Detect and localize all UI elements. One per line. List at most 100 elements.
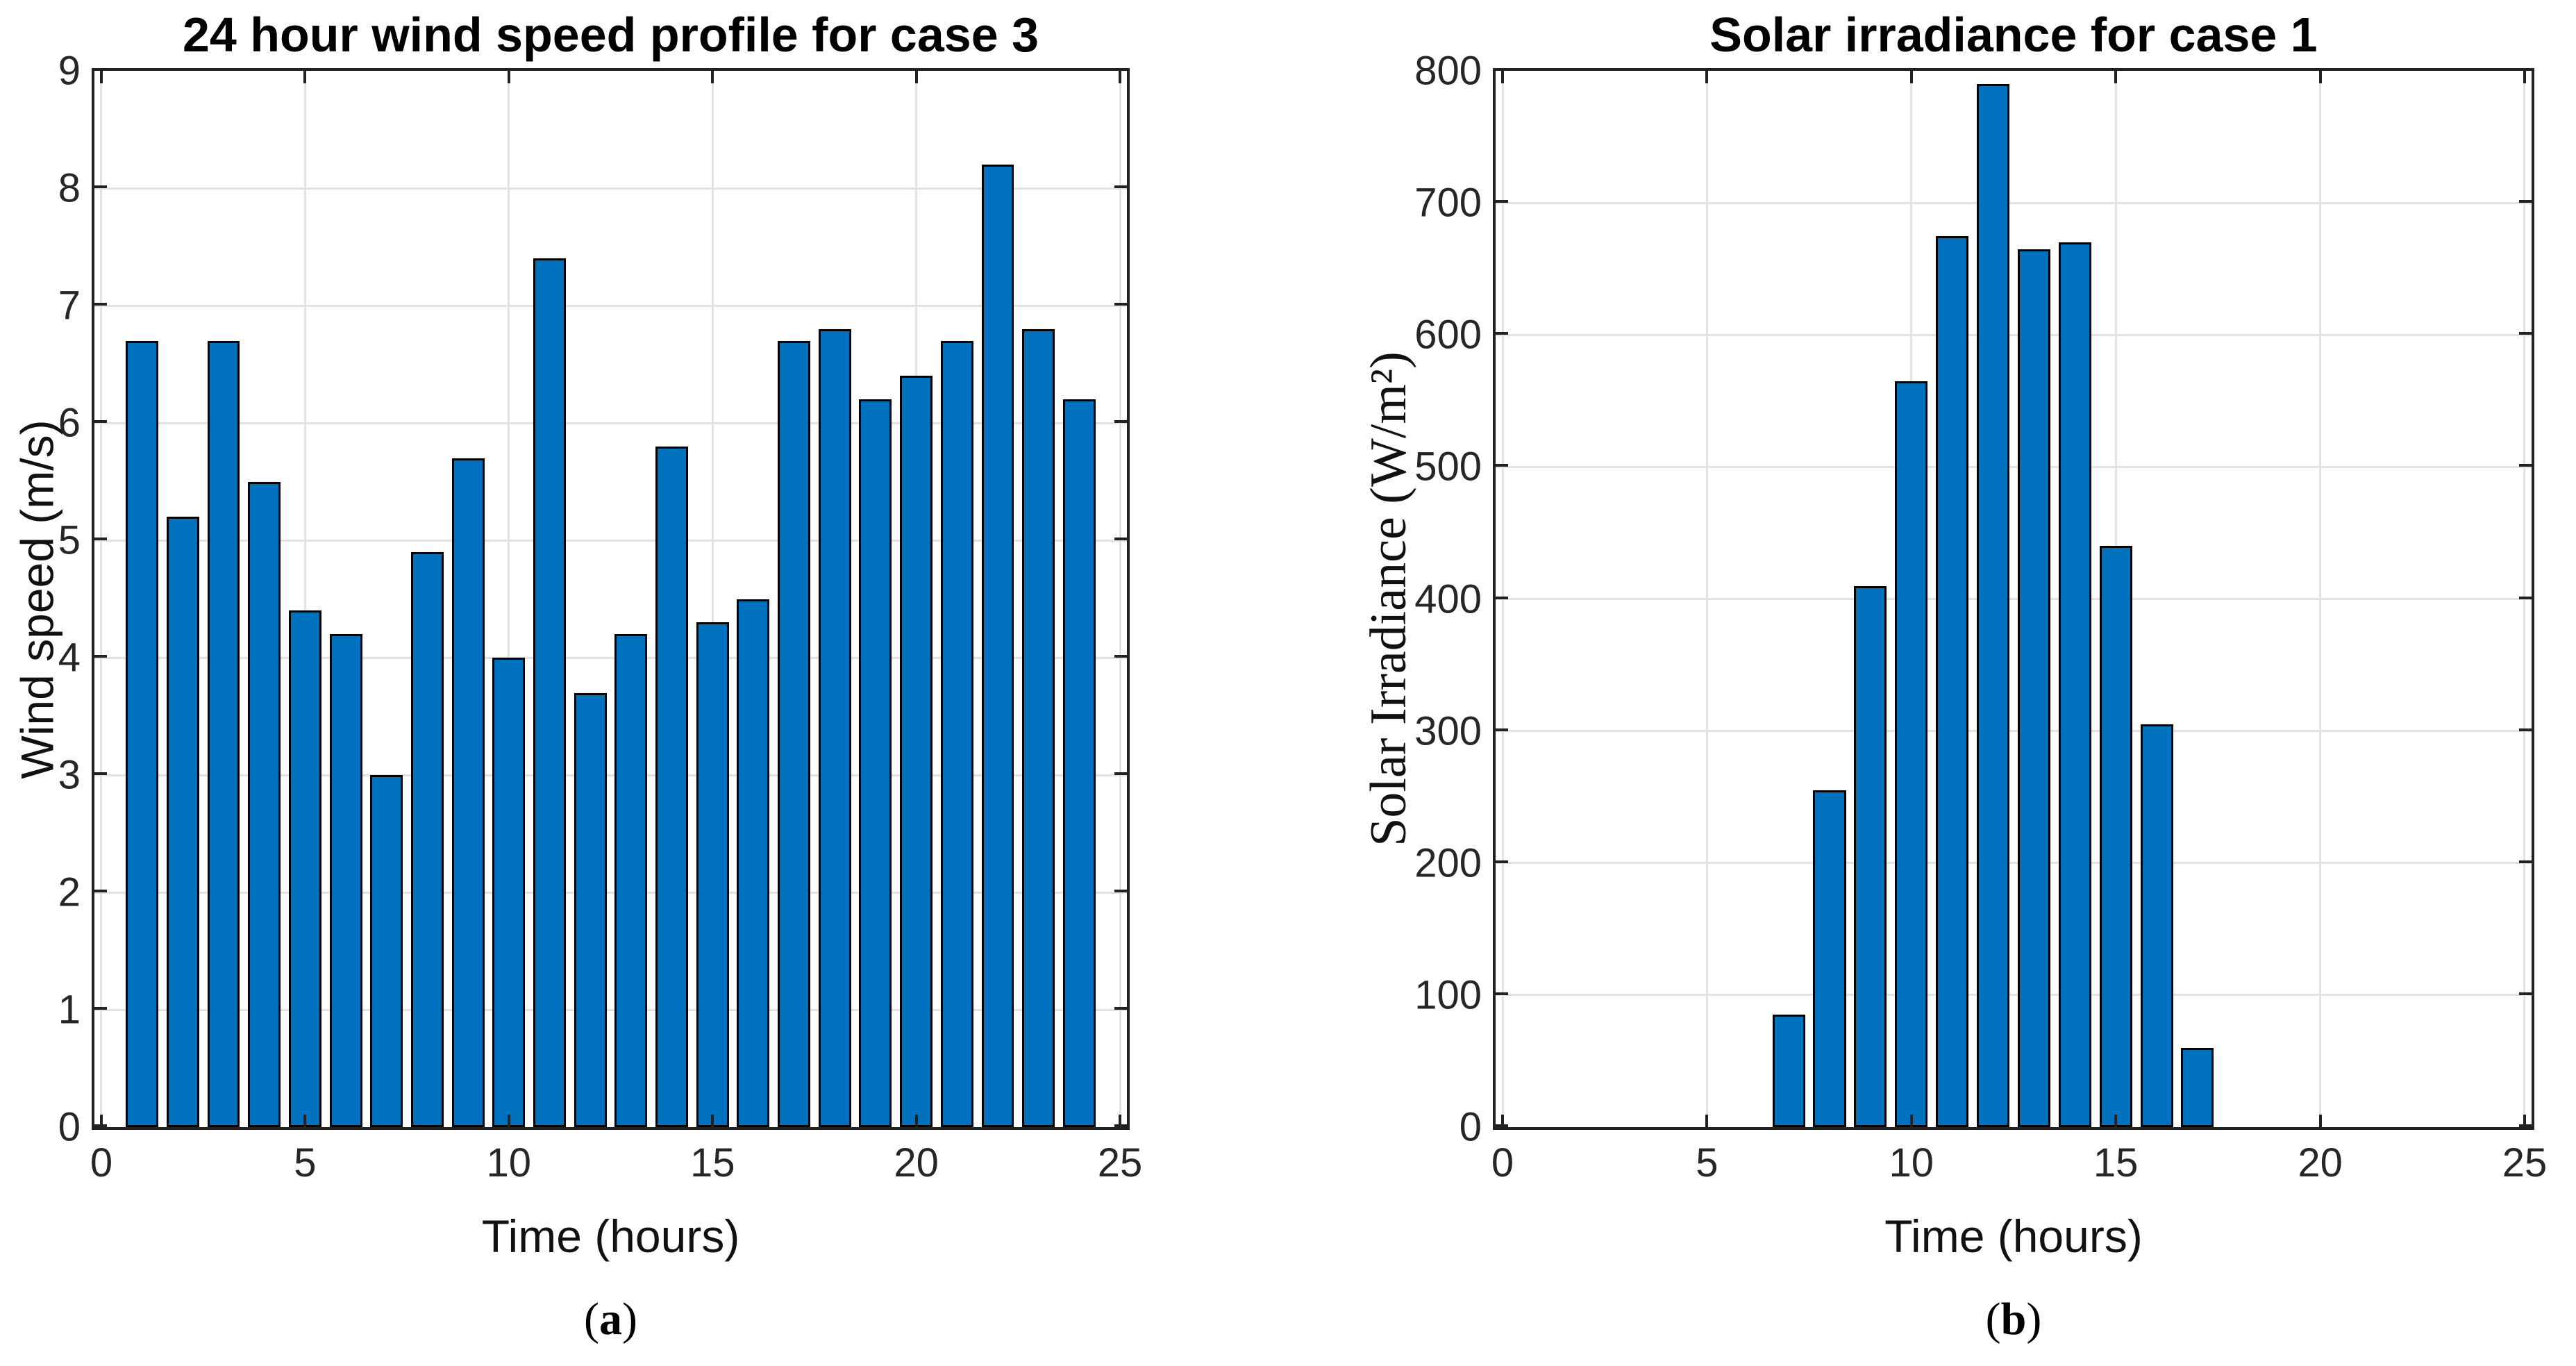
y-tick-mark xyxy=(94,303,107,306)
x-tick-label: 15 xyxy=(689,1140,735,1185)
x-tick-mark xyxy=(2114,1115,2118,1127)
v-gridline xyxy=(711,71,714,1127)
y-tick-mark-right xyxy=(2519,68,2532,71)
x-tick-label: 25 xyxy=(1097,1140,1143,1185)
y-tick-mark xyxy=(94,185,107,188)
h-gridline xyxy=(94,304,1127,307)
x-tick-mark xyxy=(2523,1115,2526,1127)
y-tick-mark-right xyxy=(1114,772,1127,775)
bar xyxy=(288,610,321,1127)
x-tick-label: 25 xyxy=(2502,1140,2548,1185)
x-tick-mark-top xyxy=(2523,71,2526,83)
y-tick-mark xyxy=(1496,1124,1508,1127)
plot-area-solar: 0 5 10 15 20 25 0 100 200 300 400 500 600 700 800 xyxy=(1414,49,2547,1186)
y-tick-mark xyxy=(94,68,107,71)
x-tick-mark-top xyxy=(1501,71,1504,83)
y-tick-label: 5 xyxy=(58,517,81,563)
x-tick-mark-top xyxy=(711,71,714,83)
y-tick-label: 3 xyxy=(58,752,81,798)
bar xyxy=(900,376,933,1127)
bar xyxy=(166,517,199,1127)
h-gridline xyxy=(94,187,1127,190)
chart-title: Solar irradiance for case 1 xyxy=(1709,8,2318,62)
x-tick-label: 15 xyxy=(2093,1140,2139,1185)
bar xyxy=(126,340,159,1127)
y-tick-mark xyxy=(1496,992,1508,995)
x-tick-mark xyxy=(1705,1115,1709,1127)
y-tick-mark-right xyxy=(1114,303,1127,306)
x-tick-mark-top xyxy=(1705,71,1709,83)
caption-letter: b xyxy=(2000,1294,2027,1344)
h-gridline xyxy=(1496,994,2532,997)
h-gridline xyxy=(1496,730,2532,733)
y-axis-label-box: Wind speed (m/s) xyxy=(6,68,69,1130)
subfigure-caption-b: (b) xyxy=(1493,1281,2534,1358)
y-tick-mark xyxy=(94,1007,107,1010)
caption-paren-close: ) xyxy=(622,1294,637,1344)
plot-area-wind: 0 5 10 15 20 25 0 1 2 3 4 5 6 7 8 9 xyxy=(58,49,1143,1186)
x-tick-mark xyxy=(507,1115,510,1127)
bar xyxy=(2058,242,2091,1127)
y-tick-mark xyxy=(1496,596,1508,599)
y-tick-label: 300 xyxy=(1414,708,1482,754)
y-tick-label: 7 xyxy=(58,283,81,328)
bar xyxy=(533,258,566,1127)
bar xyxy=(410,551,444,1127)
wind-speed-chart-panel: 24 hour wind speed profile for case 3 Wi… xyxy=(6,8,1143,1344)
v-gridline xyxy=(100,71,103,1127)
bar xyxy=(1062,399,1096,1127)
y-tick-label: 800 xyxy=(1414,48,1482,94)
x-tick-mark-top xyxy=(2318,71,2322,83)
chart-title: 24 hour wind speed profile for case 3 xyxy=(182,8,1039,62)
bar xyxy=(1936,235,1969,1127)
y-tick-mark-right xyxy=(1114,655,1127,658)
h-gridline xyxy=(1496,465,2532,468)
bar xyxy=(2017,249,2050,1127)
y-tick-mark xyxy=(1496,464,1508,467)
y-tick-mark-right xyxy=(2519,992,2532,995)
v-gridline xyxy=(303,71,306,1127)
v-gridline xyxy=(2319,71,2322,1127)
h-gridline xyxy=(1496,201,2532,204)
v-gridline xyxy=(508,71,510,1127)
bar xyxy=(370,775,403,1127)
bar xyxy=(2099,546,2132,1127)
y-tick-mark-right xyxy=(1114,1007,1127,1010)
bar xyxy=(818,328,851,1127)
x-tick-mark-top xyxy=(507,71,510,83)
x-tick-mark xyxy=(2318,1115,2322,1127)
y-tick-label: 500 xyxy=(1414,444,1482,490)
y-tick-mark-right xyxy=(1114,1124,1127,1127)
y-tick-mark-right xyxy=(1114,420,1127,423)
x-axis-label: Time (hours) xyxy=(481,1210,740,1262)
bar xyxy=(1895,381,1928,1127)
y-tick-mark xyxy=(94,772,107,775)
caption-paren-open: ( xyxy=(584,1294,599,1344)
y-tick-label: 700 xyxy=(1414,180,1482,226)
v-gridline xyxy=(1705,71,1708,1127)
bar xyxy=(696,622,729,1127)
x-tick-mark xyxy=(1119,1115,1122,1127)
solar-irradiance-chart-panel: Solar irradiance for case 1 Solar Irradi… xyxy=(1288,0,2576,1366)
y-tick-mark-right xyxy=(1114,68,1127,71)
h-gridline xyxy=(1496,598,2532,600)
y-axis-label: Solar Irradiance (W/m²) xyxy=(1360,351,1417,847)
y-tick-label: 200 xyxy=(1414,840,1482,886)
x-tick-mark xyxy=(711,1115,714,1127)
x-tick-label: 20 xyxy=(894,1140,939,1185)
h-gridline xyxy=(1496,862,2532,865)
x-tick-mark-top xyxy=(2114,71,2118,83)
x-tick-label: 0 xyxy=(1491,1140,1514,1185)
bar xyxy=(492,658,526,1127)
y-axis-label: Wind speed (m/s) xyxy=(12,419,64,779)
x-tick-mark-top xyxy=(1909,71,1913,83)
y-tick-mark xyxy=(1496,68,1508,71)
x-tick-mark xyxy=(99,1115,103,1127)
bar xyxy=(2140,724,2173,1127)
y-tick-mark-right xyxy=(1114,890,1127,892)
x-axis-label: Time (hours) xyxy=(1884,1210,2143,1262)
y-tick-mark-right xyxy=(2519,332,2532,335)
x-tick-mark-top xyxy=(303,71,307,83)
y-tick-label: 4 xyxy=(58,635,81,681)
